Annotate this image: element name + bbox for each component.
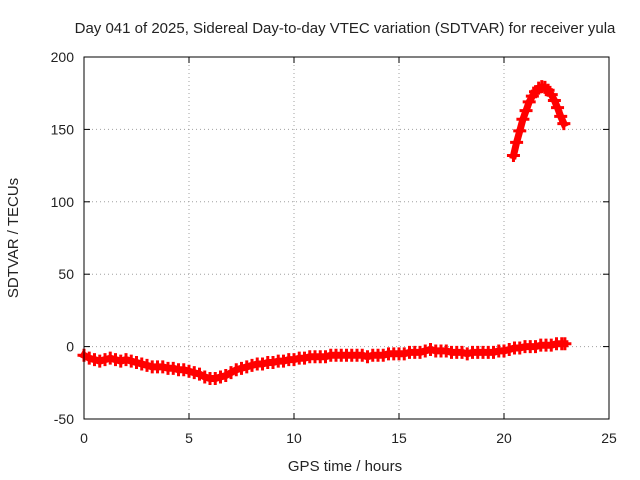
x-tick-label: 15 <box>391 430 407 446</box>
x-tick-label: 25 <box>601 430 617 446</box>
x-tick-label: 5 <box>185 430 193 446</box>
y-tick-label: 100 <box>51 194 75 210</box>
data-point <box>516 112 530 126</box>
y-tick-label: 200 <box>51 49 75 65</box>
plot-frame <box>83 56 610 420</box>
grid <box>84 57 609 419</box>
data-point <box>557 117 571 131</box>
y-tick-label: 0 <box>66 339 74 355</box>
series-group <box>506 80 571 162</box>
data-marks <box>77 80 572 385</box>
chart-title: Day 041 of 2025, Sidereal Day-to-day VTE… <box>75 20 616 37</box>
data-point <box>558 337 572 351</box>
axis-ticks: 0 5 10 15 20 25 -50 0 50 100 150 200 <box>51 49 617 446</box>
data-point <box>547 93 561 107</box>
x-tick-label: 20 <box>496 430 512 446</box>
data-point <box>551 101 565 115</box>
x-tick-label: 10 <box>286 430 302 446</box>
series-group <box>77 337 572 385</box>
x-axis-label: GPS time / hours <box>288 458 402 475</box>
data-point <box>554 109 568 123</box>
y-axis-label: SDTVAR / TECUs <box>5 178 22 298</box>
data-point <box>513 124 527 138</box>
data-point <box>506 148 520 162</box>
y-tick-label: 50 <box>58 266 74 282</box>
x-tick-label: 0 <box>80 430 88 446</box>
data-point <box>519 104 533 118</box>
y-tick-label: -50 <box>54 411 74 427</box>
data-point <box>510 135 524 149</box>
y-tick-label: 150 <box>51 121 75 137</box>
